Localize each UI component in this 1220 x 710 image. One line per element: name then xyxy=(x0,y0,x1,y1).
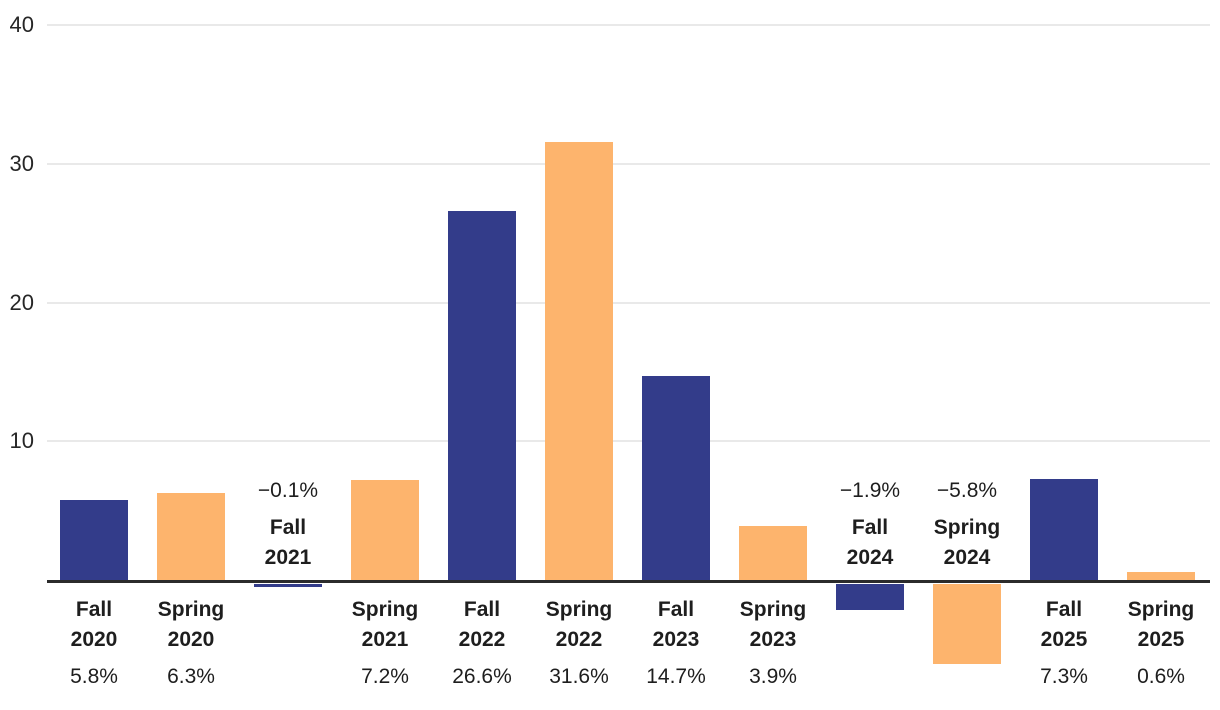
bar-value-label: −1.9% xyxy=(839,479,901,502)
bar-label-group-spring-2025: Spring 2025 0.6% xyxy=(1101,595,1220,692)
bar-label-group-spring-2022: Spring 2022 31.6% xyxy=(519,595,639,692)
bar-year-label: 2025 xyxy=(1137,628,1185,651)
bar-label-group-fall-2020: Fall 2020 5.8% xyxy=(34,595,154,692)
bar-category-label: Fall xyxy=(1045,598,1083,621)
bar-value-label: −5.8% xyxy=(936,479,998,502)
bar-label-group-spring-2020: Spring 2020 6.3% xyxy=(131,595,251,692)
bar-value-label: 31.6% xyxy=(549,665,609,688)
gridline-30 xyxy=(47,162,1210,165)
bar-year-label: 2025 xyxy=(1040,628,1088,651)
bar-value-label: 5.8% xyxy=(70,665,118,688)
bar-spring-2023 xyxy=(739,525,807,580)
bar-year-label: 2020 xyxy=(167,628,215,651)
bar-label-group-spring-2024: −5.8% Spring 2024 xyxy=(907,476,1027,573)
bar-value-label: −0.1% xyxy=(257,479,319,502)
bar-year-label: 2023 xyxy=(749,628,797,651)
bar-value-label: 7.2% xyxy=(361,665,409,688)
y-axis-tick-label-10: 10 xyxy=(9,428,34,454)
bar-category-label: Spring xyxy=(1127,598,1195,621)
bar-year-label: 2023 xyxy=(652,628,700,651)
bar-year-label: 2021 xyxy=(361,628,409,651)
bar-fall-2020 xyxy=(60,499,128,580)
bar-category-label: Fall xyxy=(75,598,113,621)
bar-fall-2025 xyxy=(1030,478,1098,580)
bar-spring-2020 xyxy=(157,492,225,580)
bar-value-label: 7.3% xyxy=(1040,665,1088,688)
bar-category-label: Spring xyxy=(157,598,225,621)
y-axis-tick-label-20: 20 xyxy=(9,289,34,315)
bar-spring-2024 xyxy=(933,584,1001,665)
bar-year-label: 2021 xyxy=(264,546,312,569)
bar-spring-2022 xyxy=(545,141,613,580)
bar-year-label: 2020 xyxy=(70,628,118,651)
bar-fall-2024 xyxy=(836,584,904,611)
bar-label-group-spring-2021: Spring 2021 7.2% xyxy=(325,595,445,692)
bar-year-label: 2022 xyxy=(458,628,506,651)
bar-value-label: 0.6% xyxy=(1137,665,1185,688)
gridline-20 xyxy=(47,301,1210,304)
bar-label-group-fall-2021: −0.1% Fall 2021 xyxy=(228,476,348,573)
bar-label-group-fall-2024: −1.9% Fall 2024 xyxy=(810,476,930,573)
bar-spring-2021 xyxy=(351,480,419,580)
bar-label-group-fall-2025: Fall 2025 7.3% xyxy=(1004,595,1124,692)
bar-category-label: Spring xyxy=(933,516,1001,539)
bar-year-label: 2022 xyxy=(555,628,603,651)
bar-spring-2025 xyxy=(1127,571,1195,580)
gridline-40 xyxy=(47,24,1210,26)
bar-category-label: Spring xyxy=(351,598,419,621)
bar-category-label: Fall xyxy=(463,598,501,621)
bar-year-label: 2024 xyxy=(943,546,991,569)
bar-category-label: Fall xyxy=(657,598,695,621)
bar-category-label: Spring xyxy=(739,598,807,621)
bar-label-group-fall-2023: Fall 2023 14.7% xyxy=(616,595,736,692)
bar-value-label: 26.6% xyxy=(452,665,512,688)
bar-value-label: 6.3% xyxy=(167,665,215,688)
bar-label-group-fall-2022: Fall 2022 26.6% xyxy=(422,595,542,692)
bar-category-label: Fall xyxy=(269,516,307,539)
bar-category-label: Spring xyxy=(545,598,613,621)
bar-label-group-spring-2023: Spring 2023 3.9% xyxy=(713,595,833,692)
bar-year-label: 2024 xyxy=(846,546,894,569)
y-axis-tick-label-30: 30 xyxy=(9,150,34,176)
bar-fall-2023 xyxy=(642,376,710,580)
bar-value-label: 14.7% xyxy=(646,665,706,688)
bar-fall-2021 xyxy=(254,584,322,587)
y-axis-tick-label-40: 40 xyxy=(9,12,34,37)
bar-value-label: 3.9% xyxy=(749,665,797,688)
gridline-10 xyxy=(47,440,1210,443)
bar-fall-2022 xyxy=(448,210,516,580)
x-axis-line xyxy=(47,580,1210,583)
bar-category-label: Fall xyxy=(851,516,889,539)
